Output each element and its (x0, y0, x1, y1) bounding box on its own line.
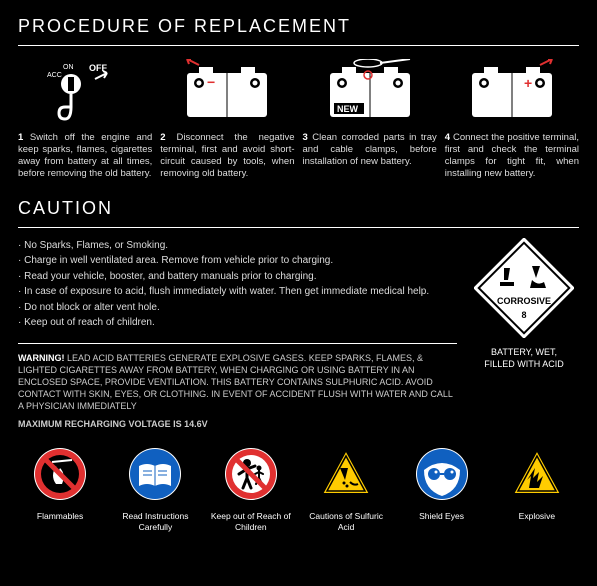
svg-text:8: 8 (521, 310, 526, 320)
svg-text:−: − (207, 74, 215, 90)
step-3-text: 3 Clean corroded parts in tray and cable… (303, 132, 437, 168)
icon-label: Cautions of Sulfuric Acid (304, 511, 388, 531)
footer-icons: Flammables Read Instructions Carefully K… (18, 446, 579, 531)
hazard-diamond-block: CORROSIVE 8 BATTERY, WET, FILLED WITH AC… (469, 238, 579, 431)
caution-title: CAUTION (18, 198, 579, 219)
flammables-icon: Flammables (18, 446, 102, 531)
caution-item: In case of exposure to acid, flush immed… (18, 284, 457, 300)
caution-item: Charge in well ventilated area. Remove f… (18, 253, 457, 269)
svg-text:ON: ON (63, 64, 74, 71)
icon-label: Flammables (18, 511, 102, 521)
shield-eyes-icon: Shield Eyes (399, 446, 483, 531)
caution-item: No Sparks, Flames, or Smoking. (18, 238, 457, 254)
caution-item: Read your vehicle, booster, and battery … (18, 269, 457, 285)
divider-2 (18, 227, 579, 228)
battery-disconnect-neg-icon: − (160, 56, 294, 126)
step-1: ON ACC OFF 1 Switch off the engine and k… (18, 56, 152, 180)
svg-text:NEW: NEW (337, 104, 359, 114)
key-off-icon: ON ACC OFF (18, 56, 152, 126)
divider (18, 45, 579, 46)
caution-item: Do not block or alter vent hole. (18, 300, 457, 316)
svg-text:CORROSIVE: CORROSIVE (497, 296, 551, 306)
warning-box: WARNING! LEAD ACID BATTERIES GENERATE EX… (18, 343, 457, 431)
icon-label: Explosive (495, 511, 579, 521)
icon-label: Shield Eyes (399, 511, 483, 521)
battery-clean-icon: NEW (303, 56, 437, 126)
step-1-text: 1 Switch off the engine and keep sparks,… (18, 132, 152, 180)
svg-text:ACC: ACC (47, 72, 62, 79)
icon-label: Read Instructions Carefully (113, 511, 197, 531)
step-2: − 2 Disconnect the negative terminal, fi… (160, 56, 294, 180)
step-3: NEW 3 Clean corroded parts in tray and c… (303, 56, 437, 180)
caution-list: No Sparks, Flames, or Smoking. Charge in… (18, 238, 457, 331)
caution-left: No Sparks, Flames, or Smoking. Charge in… (18, 238, 457, 431)
step-2-text: 2 Disconnect the negative terminal, firs… (160, 132, 294, 180)
procedure-steps: ON ACC OFF 1 Switch off the engine and k… (18, 56, 579, 180)
corrosive-diamond-icon: CORROSIVE 8 (474, 238, 574, 338)
step-4-text: 4 Connect the positive terminal, first a… (445, 132, 579, 180)
sulfuric-acid-icon: Cautions of Sulfuric Acid (304, 446, 388, 531)
icon-label: Keep out of Reach of Children (209, 511, 293, 531)
max-voltage: MAXIMUM RECHARGING VOLTAGE IS 14.6V (18, 418, 457, 430)
procedure-title: PROCEDURE OF REPLACEMENT (18, 16, 579, 37)
battery-connect-pos-icon: + (445, 56, 579, 126)
caution-item: Keep out of reach of children. (18, 315, 457, 331)
hazard-caption: BATTERY, WET, FILLED WITH ACID (469, 347, 579, 370)
explosive-icon: Explosive (495, 446, 579, 531)
read-instructions-icon: Read Instructions Carefully (113, 446, 197, 531)
step-4: + 4 Connect the positive terminal, first… (445, 56, 579, 180)
svg-text:+: + (524, 75, 532, 91)
keep-out-children-icon: Keep out of Reach of Children (209, 446, 293, 531)
